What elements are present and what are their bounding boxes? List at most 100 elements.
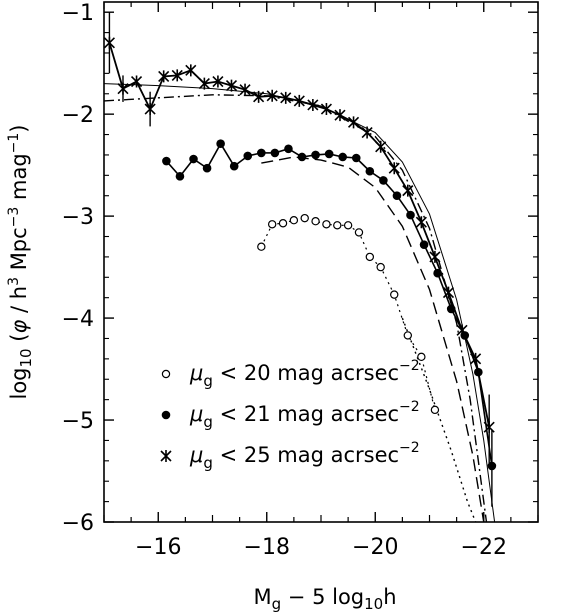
data-point bbox=[379, 176, 388, 185]
legend-label: < 21 mag acrsec bbox=[213, 402, 399, 426]
legend-symbol: μ bbox=[189, 443, 203, 467]
data-point bbox=[171, 69, 183, 82]
data-point bbox=[311, 217, 320, 226]
data-point bbox=[216, 139, 225, 149]
data-series bbox=[103, 12, 497, 507]
data-point bbox=[361, 126, 373, 139]
data-point bbox=[402, 184, 414, 197]
data-point bbox=[446, 304, 456, 314]
data-point bbox=[162, 156, 171, 166]
y-tick-label: −2 bbox=[62, 103, 94, 128]
data-point bbox=[278, 219, 288, 228]
data-point bbox=[175, 172, 185, 181]
data-point bbox=[117, 82, 129, 95]
y-tick-label: −4 bbox=[62, 307, 94, 332]
data-point bbox=[253, 90, 265, 103]
data-point bbox=[189, 154, 198, 164]
data-point bbox=[257, 242, 266, 251]
series-segment bbox=[206, 143, 222, 169]
data-point bbox=[406, 210, 415, 220]
x-tick-label: −22 bbox=[461, 535, 507, 560]
series-segment bbox=[219, 143, 235, 167]
data-point bbox=[433, 268, 442, 278]
data-point bbox=[392, 191, 402, 201]
data-point bbox=[351, 153, 361, 163]
plot-frame bbox=[103, 1, 539, 523]
data-point bbox=[239, 83, 251, 96]
data-point bbox=[487, 461, 497, 471]
data-point bbox=[417, 352, 426, 362]
legend-entry-text: μg < 25 mag acrsec−2 bbox=[189, 440, 420, 472]
series-segment bbox=[464, 335, 480, 373]
data-point bbox=[322, 220, 331, 229]
data-point bbox=[257, 148, 266, 158]
x-tick-label: −18 bbox=[244, 535, 290, 560]
fit-curve-dotted-steep bbox=[401, 317, 477, 523]
legend-superscript: −2 bbox=[399, 440, 420, 456]
legend-symbol: μ bbox=[189, 361, 203, 385]
data-point bbox=[338, 152, 348, 162]
data-point bbox=[212, 75, 224, 88]
data-point bbox=[354, 228, 364, 237]
data-point bbox=[297, 152, 307, 162]
data-point bbox=[333, 221, 342, 230]
legend-superscript: −2 bbox=[399, 399, 420, 415]
data-point bbox=[103, 36, 115, 49]
y-tick-label: −5 bbox=[62, 409, 94, 434]
data-point bbox=[311, 150, 320, 160]
data-point bbox=[376, 262, 385, 272]
legend-label: < 25 mag acrsec bbox=[213, 443, 399, 467]
fit-curve-long-dash bbox=[261, 156, 485, 523]
legend-label: < 20 mag acrsec bbox=[213, 361, 399, 385]
legend-marker-filled-circle bbox=[161, 410, 171, 420]
series-open-circle bbox=[257, 213, 440, 415]
series-segment bbox=[436, 272, 452, 310]
data-point bbox=[403, 331, 412, 340]
data-point bbox=[307, 98, 319, 111]
data-point bbox=[202, 163, 212, 173]
data-point bbox=[375, 140, 387, 153]
legend-superscript: −2 bbox=[399, 358, 420, 374]
y-tick-label: −6 bbox=[62, 511, 94, 536]
legend-entry-text: μg < 20 mag acrsec−2 bbox=[189, 358, 420, 390]
legend-entry-text: μg < 21 mag acrsec−2 bbox=[189, 399, 420, 431]
data-point bbox=[300, 213, 309, 223]
data-point bbox=[460, 331, 470, 340]
data-point bbox=[293, 94, 305, 107]
data-point bbox=[158, 70, 170, 83]
data-point bbox=[347, 116, 360, 129]
data-point bbox=[270, 148, 280, 158]
data-point bbox=[334, 109, 346, 122]
data-point bbox=[130, 75, 143, 88]
x-axis-title: Mg − 5 log10h bbox=[253, 585, 396, 613]
series-star bbox=[103, 12, 495, 466]
fit-curves bbox=[103, 83, 496, 523]
data-point bbox=[280, 91, 292, 104]
data-point bbox=[324, 149, 334, 159]
data-point bbox=[320, 103, 332, 116]
data-point bbox=[365, 166, 375, 176]
series-segment bbox=[423, 244, 439, 274]
series-filled-circle bbox=[162, 139, 497, 507]
data-point bbox=[267, 220, 277, 229]
data-point bbox=[415, 216, 427, 229]
series-segment bbox=[409, 214, 425, 246]
y-axis-title: log10 (φ / h3 Mpc−3 mag−1) bbox=[6, 124, 35, 399]
data-point bbox=[198, 77, 210, 90]
data-point bbox=[289, 215, 299, 225]
legend-subscript: g bbox=[203, 454, 213, 472]
legend: μg < 20 mag acrsec−2μg < 21 mag acrsec−2… bbox=[160, 358, 420, 472]
legend-symbol: μ bbox=[189, 402, 203, 426]
legend-marker-open-circle bbox=[161, 369, 171, 379]
data-point bbox=[284, 144, 293, 154]
fit-curve-dash-dot bbox=[103, 94, 488, 523]
y-tick-label: −3 bbox=[62, 205, 94, 230]
y-tick-label: −1 bbox=[62, 1, 94, 26]
x-tick-label: −20 bbox=[352, 535, 398, 560]
legend-subscript: g bbox=[203, 413, 213, 431]
data-point bbox=[390, 290, 399, 299]
data-point bbox=[243, 151, 253, 161]
data-point bbox=[229, 161, 239, 171]
series-line bbox=[260, 217, 436, 410]
